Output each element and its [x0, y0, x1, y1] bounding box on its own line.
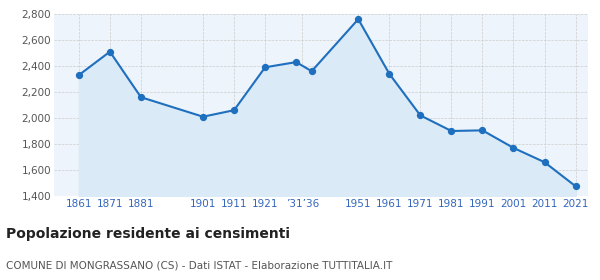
Text: COMUNE DI MONGRASSANO (CS) - Dati ISTAT - Elaborazione TUTTITALIA.IT: COMUNE DI MONGRASSANO (CS) - Dati ISTAT … [6, 260, 392, 270]
Point [105, 50, 115, 54]
Point [136, 95, 146, 99]
Point [571, 184, 580, 188]
Point [446, 129, 456, 133]
Point [229, 108, 239, 113]
Point [509, 146, 518, 150]
Text: Popolazione residente ai censimenti: Popolazione residente ai censimenti [6, 227, 290, 241]
Point [260, 65, 270, 69]
Point [353, 17, 363, 22]
Point [385, 72, 394, 76]
Point [478, 128, 487, 133]
Point [198, 115, 208, 119]
Point [292, 60, 301, 64]
Point [74, 73, 83, 77]
Point [540, 160, 550, 164]
Point [307, 69, 316, 73]
Point [416, 113, 425, 118]
